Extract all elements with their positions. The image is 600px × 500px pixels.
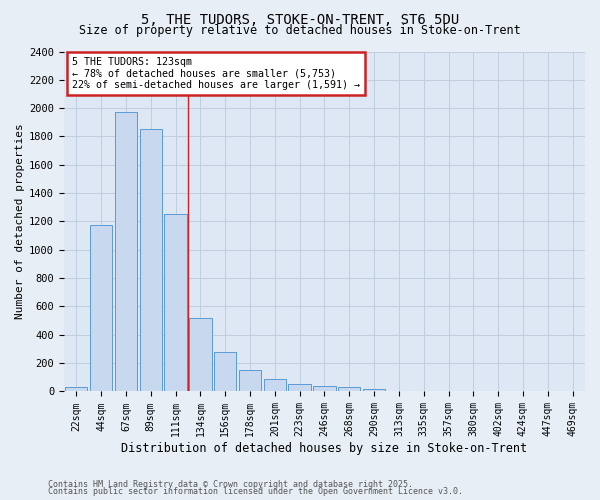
Bar <box>289 384 311 392</box>
Bar <box>239 370 261 392</box>
Bar <box>363 390 385 392</box>
Text: 5, THE TUDORS, STOKE-ON-TRENT, ST6 5DU: 5, THE TUDORS, STOKE-ON-TRENT, ST6 5DU <box>141 12 459 26</box>
Bar <box>90 225 112 392</box>
Bar <box>313 386 335 392</box>
Text: Contains HM Land Registry data © Crown copyright and database right 2025.: Contains HM Land Registry data © Crown c… <box>48 480 413 489</box>
Bar <box>140 130 162 392</box>
Bar <box>164 214 187 392</box>
Bar <box>65 387 88 392</box>
Bar <box>214 352 236 392</box>
Y-axis label: Number of detached properties: Number of detached properties <box>15 124 25 320</box>
Bar <box>189 318 212 392</box>
Bar <box>338 387 361 392</box>
Bar <box>263 378 286 392</box>
Text: Size of property relative to detached houses in Stoke-on-Trent: Size of property relative to detached ho… <box>79 24 521 37</box>
Text: 5 THE TUDORS: 123sqm
← 78% of detached houses are smaller (5,753)
22% of semi-de: 5 THE TUDORS: 123sqm ← 78% of detached h… <box>72 56 360 90</box>
Text: Contains public sector information licensed under the Open Government Licence v3: Contains public sector information licen… <box>48 487 463 496</box>
Bar <box>115 112 137 392</box>
X-axis label: Distribution of detached houses by size in Stoke-on-Trent: Distribution of detached houses by size … <box>121 442 527 455</box>
Bar <box>388 391 410 392</box>
